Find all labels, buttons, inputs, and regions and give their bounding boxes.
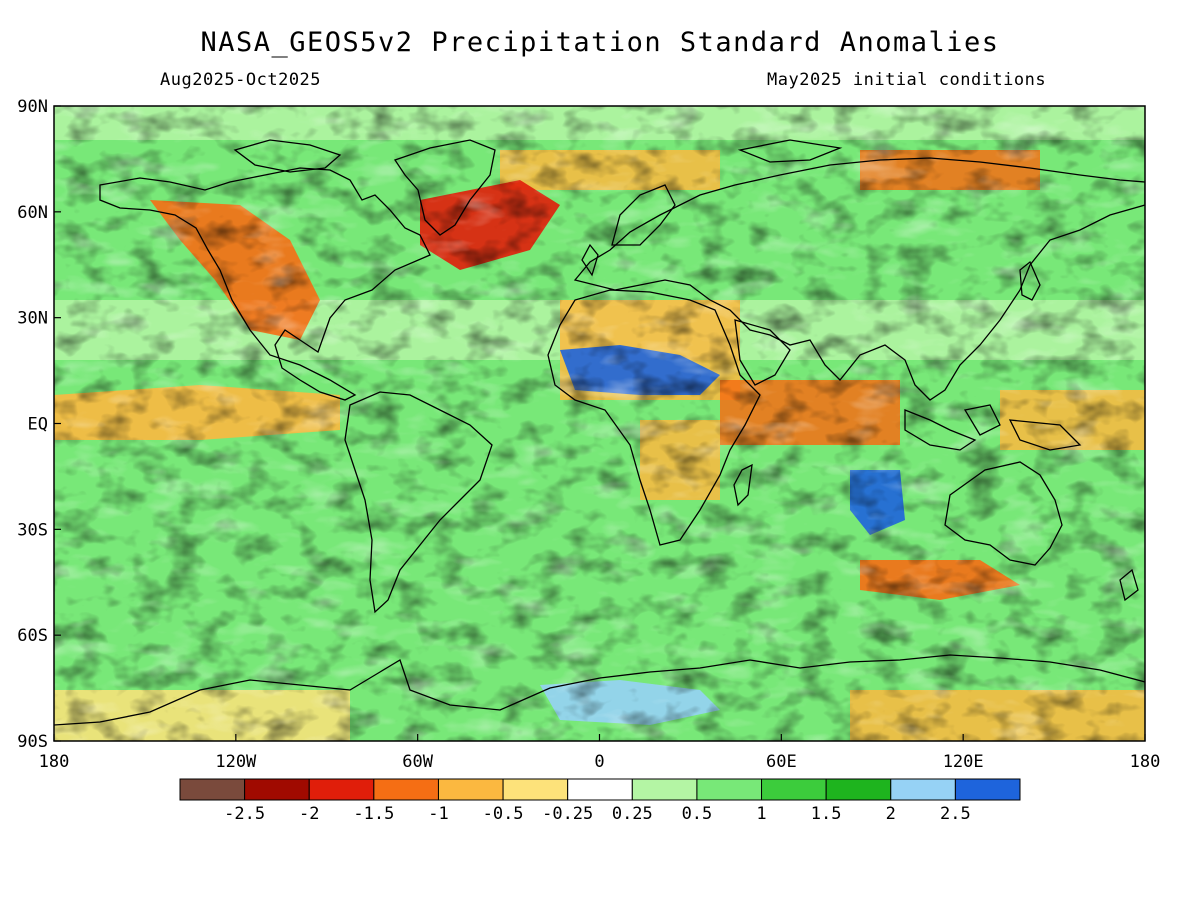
lat-tick-label: 60N xyxy=(17,203,48,223)
colorbar-label: -0.5 xyxy=(483,804,524,824)
colorbar-label: -2 xyxy=(299,804,319,824)
lon-tick-label: 0 xyxy=(594,752,604,772)
lon-tick-label: 180 xyxy=(39,752,70,772)
colorbar-swatch xyxy=(890,778,956,801)
colorbar-label: 1 xyxy=(756,804,766,824)
colorbar-label: 0.25 xyxy=(612,804,653,824)
lat-tick-label: 90N xyxy=(17,97,48,117)
colorbar-swatch xyxy=(631,778,698,801)
colorbar-swatch xyxy=(502,778,569,801)
colorbar-swatch xyxy=(825,778,892,801)
colorbar-swatch xyxy=(954,778,1021,801)
lat-tick-label: 60S xyxy=(17,626,48,646)
lon-tick-label: 60E xyxy=(766,752,797,772)
colorbar-swatch xyxy=(696,778,763,801)
coastlines xyxy=(54,139,1145,726)
lat-tick-label: 30S xyxy=(17,520,48,540)
colorbar-swatch xyxy=(308,778,375,801)
colorbar-swatch xyxy=(567,778,633,801)
colorbar-label: -1.5 xyxy=(353,804,394,824)
lon-tick-label: 180 xyxy=(1130,752,1161,772)
colorbar-label: -2.5 xyxy=(224,804,265,824)
colorbar-swatch xyxy=(373,778,439,801)
map-texture-light xyxy=(54,106,1145,741)
chart-title: NASA_GEOS5v2 Precipitation Standard Anom… xyxy=(200,27,1000,58)
colorbar-label: -1 xyxy=(428,804,448,824)
lat-tick-label: EQ xyxy=(28,415,48,435)
lon-tick-label: 60W xyxy=(402,752,433,772)
lon-tick-label: 120W xyxy=(215,752,257,772)
colorbar-label: -0.25 xyxy=(542,804,593,824)
colorbar-label: 2.5 xyxy=(940,804,971,824)
colorbar: -2.5 -2 -1.5 -1 -0.5 -0.25 0.25 0.5 1 1.5 2 2.5 xyxy=(179,778,1021,824)
lat-tick-label: 30N xyxy=(17,309,48,329)
colorbar-label: 0.5 xyxy=(682,804,713,824)
colorbar-label: 1.5 xyxy=(811,804,842,824)
colorbar-swatch xyxy=(437,778,504,801)
colorbar-label: 2 xyxy=(886,804,896,824)
colorbar-swatch xyxy=(244,778,310,801)
lon-tick-label: 120E xyxy=(943,752,984,772)
lat-tick-label: 90S xyxy=(17,732,48,752)
initial-conditions-label: May2025 initial conditions xyxy=(767,70,1047,90)
colorbar-swatch xyxy=(761,778,827,801)
period-label: Aug2025-Oct2025 xyxy=(160,70,322,90)
colorbar-swatch xyxy=(179,778,246,801)
